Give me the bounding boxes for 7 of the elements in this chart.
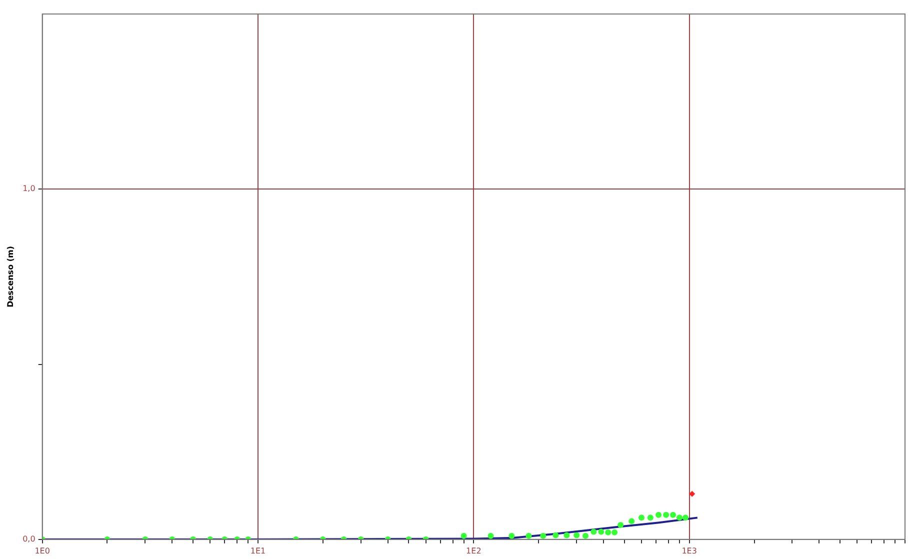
x-tick-label: 1E1 xyxy=(250,546,266,556)
x-tick-label: 1E2 xyxy=(466,546,482,556)
y-tick-label: 0,0 xyxy=(22,534,36,544)
y-tick-label: 1,0 xyxy=(22,184,36,194)
x-tick-label: 1E0 xyxy=(34,546,50,556)
x-tick-label: 1E3 xyxy=(682,546,697,556)
y-axis-title: Descenso (m) xyxy=(6,246,15,308)
